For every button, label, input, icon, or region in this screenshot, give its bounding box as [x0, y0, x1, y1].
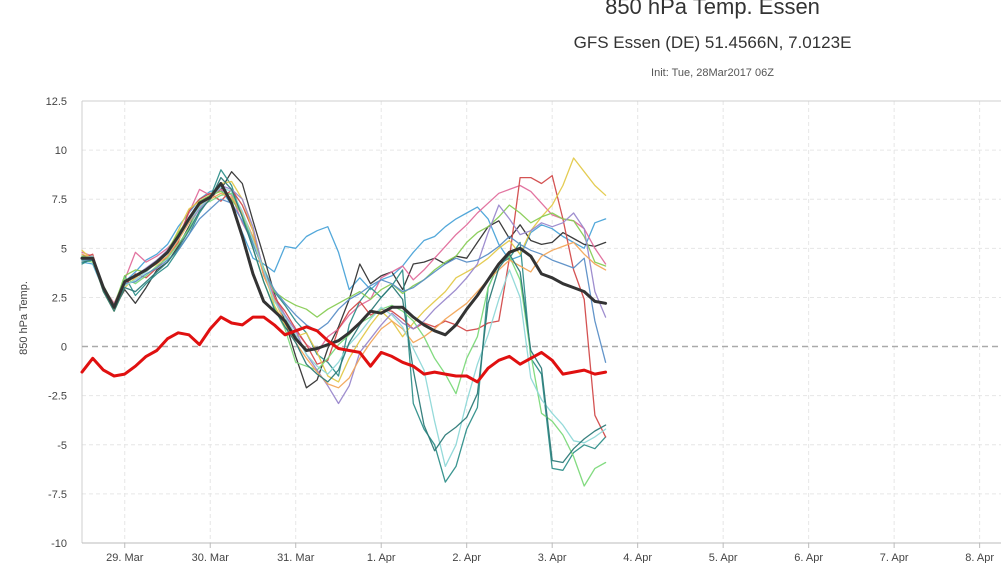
x-tick-label: 31. Mar [277, 552, 315, 563]
series-line-mean [80, 182, 608, 352]
x-tick-label: 29. Mar [106, 552, 144, 563]
y-tick-label: -5 [57, 440, 67, 452]
chart-title: 850 hPa Temp. Essen [605, 0, 820, 19]
series-line-member [81, 192, 607, 389]
x-tick-label: 1. Apr [367, 552, 396, 563]
y-tick-label: 0 [61, 342, 67, 354]
x-tick-label: 2. Apr [452, 552, 481, 563]
y-tick-label: -10 [51, 538, 67, 550]
chart-subtitle: GFS Essen (DE) 51.4566N, 7.0123E [573, 33, 852, 52]
y-tick-label: -7.5 [48, 489, 67, 501]
x-tick-label: 6. Apr [794, 552, 823, 563]
series-line-member [81, 192, 607, 487]
init-time: Init: Tue, 28Mar2017 06Z [651, 67, 774, 79]
x-tick-label: 7. Apr [880, 552, 909, 563]
x-tick-label: 8. Apr [965, 552, 994, 563]
y-tick-label: 10 [55, 145, 67, 157]
x-tick-label: 4. Apr [623, 552, 652, 563]
x-tick-label: 5. Apr [709, 552, 738, 563]
series-line-member [81, 188, 607, 308]
x-tick-label: 30. Mar [192, 552, 230, 563]
series-line-member [81, 176, 607, 464]
y-tick-label: 12.5 [46, 96, 67, 108]
series-line-member [81, 174, 607, 438]
y-tick-label: 5 [61, 243, 67, 255]
y-tick-label: 2.5 [52, 292, 67, 304]
series-line-control [80, 315, 608, 384]
y-tick-label: -2.5 [48, 391, 67, 403]
series-line-member [81, 198, 607, 363]
x-tick-label: 3. Apr [538, 552, 567, 563]
y-tick-label: 7.5 [52, 194, 67, 206]
